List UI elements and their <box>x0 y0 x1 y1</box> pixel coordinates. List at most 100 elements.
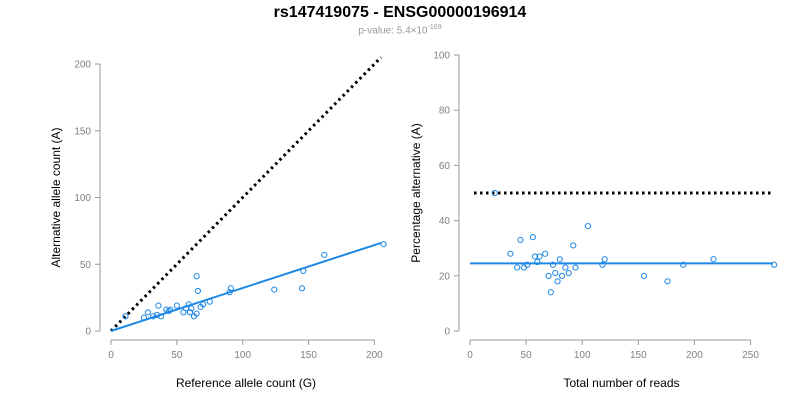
y-tick: 100 <box>74 193 100 204</box>
data-point <box>534 258 541 266</box>
x-tick-label: 150 <box>300 350 317 361</box>
data-point <box>554 278 561 285</box>
x-tick: 100 <box>574 340 591 361</box>
y-tick-label: 100 <box>74 193 91 204</box>
data-point <box>771 261 778 268</box>
y-axis-label: Percentage alternative (A) <box>409 123 423 262</box>
plot-panel-2: 0 50 100 150 200 250 0 20 40 60 80 100 Total number … <box>409 51 778 390</box>
x-tick-label: 0 <box>108 350 114 361</box>
data-point <box>640 272 648 279</box>
x-tick-label: 100 <box>234 350 251 361</box>
y-tick-label: 40 <box>439 216 451 227</box>
data-point <box>157 313 165 320</box>
x-tick-label: 200 <box>686 350 703 361</box>
x-tick-label: 50 <box>171 350 183 361</box>
y-tick: 80 <box>439 106 459 117</box>
y-tick: 0 <box>444 327 459 338</box>
data-point <box>380 241 387 248</box>
x-tick-label: 150 <box>630 350 647 361</box>
data-point <box>556 256 563 263</box>
p-value-exponent: -169 <box>427 24 442 31</box>
data-point <box>536 253 543 260</box>
data-point <box>552 269 559 277</box>
data-point <box>599 261 606 268</box>
y-tick-label: 0 <box>85 327 91 338</box>
data-point <box>542 250 549 257</box>
data-point <box>300 267 307 275</box>
data-point <box>531 253 539 260</box>
data-point <box>298 285 306 292</box>
data-point <box>155 302 162 309</box>
x-tick: 200 <box>686 340 703 361</box>
data-point <box>226 289 233 296</box>
y-tick: 150 <box>74 126 100 137</box>
plot-panel-1: 0 50 100 150 200 0 50 100 150 200 Reference allele… <box>49 56 387 390</box>
data-point <box>491 189 498 197</box>
chart-subtitle: p-value: 5.4×10-169 <box>0 24 800 36</box>
data-point <box>194 287 202 295</box>
y-axis-label: Alternative allele count (A) <box>49 127 63 267</box>
data-point <box>507 250 514 257</box>
y-tick-label: 20 <box>439 271 451 282</box>
data-point <box>186 309 194 316</box>
p-value-text: p-value: 5.4×10 <box>358 25 428 37</box>
y-tick-label: 80 <box>439 106 451 117</box>
reference-line <box>109 56 383 333</box>
y-tick: 200 <box>74 60 100 71</box>
data-point <box>584 223 591 230</box>
data-point <box>520 264 527 271</box>
data-point <box>271 286 278 293</box>
chart-title: rs147419075 - ENSG00000196914 <box>273 4 527 21</box>
data-point <box>524 261 531 268</box>
data-point <box>514 264 521 271</box>
x-tick: 150 <box>300 340 317 361</box>
data-point <box>188 305 195 312</box>
x-tick: 50 <box>521 340 532 361</box>
data-point <box>227 285 234 292</box>
data-point <box>710 256 717 263</box>
data-point <box>565 269 572 277</box>
x-tick: 200 <box>366 340 383 361</box>
data-point <box>558 272 566 279</box>
y-tick: 20 <box>439 271 459 282</box>
data-point <box>547 289 554 296</box>
x-tick: 250 <box>742 340 759 361</box>
x-tick: 0 <box>108 340 114 361</box>
data-point <box>321 251 328 259</box>
y-tick-label: 60 <box>439 161 451 172</box>
x-axis-label: Total number of reads <box>563 376 679 390</box>
data-point <box>193 310 200 317</box>
data-point <box>200 301 207 308</box>
x-tick-label: 200 <box>366 350 383 361</box>
y-tick: 40 <box>439 216 459 227</box>
data-point <box>570 242 577 249</box>
x-tick-label: 100 <box>574 350 591 361</box>
data-point <box>140 314 148 321</box>
data-point <box>562 264 569 271</box>
data-point <box>572 264 579 271</box>
data-point <box>680 261 687 268</box>
data-point <box>206 298 213 305</box>
y-tick-label: 100 <box>433 51 450 62</box>
y-tick-label: 150 <box>74 126 91 137</box>
y-tick: 60 <box>439 161 459 172</box>
x-tick: 0 <box>467 340 473 361</box>
x-tick: 50 <box>171 340 183 361</box>
x-tick-label: 250 <box>742 350 759 361</box>
data-point <box>122 313 129 320</box>
data-point <box>144 309 151 316</box>
data-point <box>173 302 180 309</box>
x-axis-label: Reference allele count (G) <box>176 376 316 390</box>
data-point <box>167 306 174 313</box>
data-point <box>150 313 157 320</box>
y-tick-label: 200 <box>74 60 91 71</box>
y-tick: 0 <box>85 327 100 338</box>
data-point <box>545 272 552 279</box>
y-tick: 100 <box>433 51 459 62</box>
x-tick: 100 <box>234 340 251 361</box>
x-tick: 150 <box>630 340 647 361</box>
data-point <box>601 256 608 263</box>
data-point <box>153 311 161 319</box>
y-tick-label: 0 <box>444 327 450 338</box>
